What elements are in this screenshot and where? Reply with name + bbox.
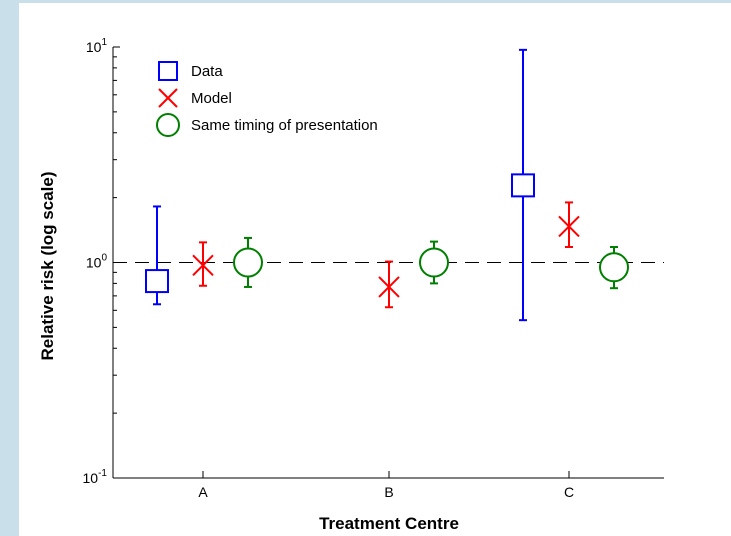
x-axis-title: Treatment Centre: [319, 514, 459, 533]
legend-label: Data: [191, 63, 223, 80]
relative-risk-chart: 101 100 10-1 A B C Data Model Same timing of pr…: [38, 37, 664, 533]
data-point-square: [511, 173, 535, 198]
x-tick-label: C: [564, 484, 574, 500]
y-tick-label: 101: [86, 37, 108, 55]
y-tick-label: 10-1: [83, 468, 108, 486]
y-tick-label: 100: [86, 253, 108, 271]
data-point-circle: [419, 247, 449, 278]
data-point-square: [145, 269, 169, 294]
y-axis-title: Relative risk (log scale): [38, 172, 57, 361]
legend-marker-x: [158, 88, 178, 108]
x-tick-label: B: [384, 484, 393, 500]
series-square: [145, 48, 535, 322]
data-point-circle: [233, 247, 263, 278]
x-tick-label: A: [198, 484, 208, 500]
legend-label: Same timing of presentation: [191, 117, 378, 134]
chart-frame: 101 100 10-1 A B C Data Model Same timing of pr…: [19, 3, 731, 536]
legend-label: Model: [191, 90, 232, 107]
data-point-x: [558, 215, 580, 238]
data-point-circle: [599, 252, 629, 283]
legend-marker-square: [158, 61, 178, 81]
legend: Data Model Same timing of presentation: [156, 61, 378, 137]
data-point-x: [378, 276, 400, 298]
legend-marker-circle: [156, 113, 180, 137]
data-marks: [145, 48, 629, 322]
axes: 101 100 10-1 A B C: [83, 37, 664, 500]
data-point-x: [192, 254, 214, 277]
series-circle: [233, 236, 629, 290]
series-x: [192, 201, 580, 309]
